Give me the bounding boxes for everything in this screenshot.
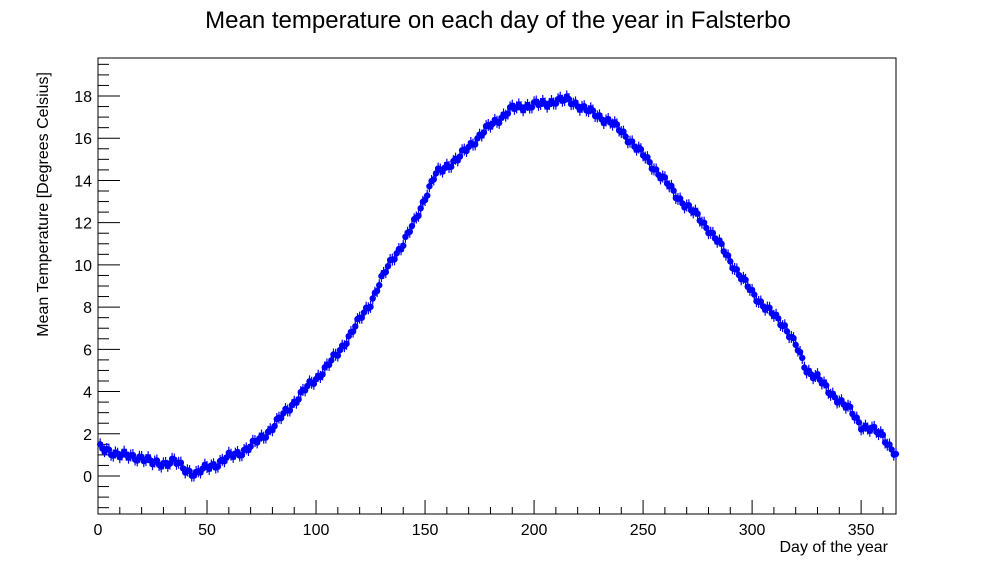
y-tick-label: 10 bbox=[74, 258, 92, 275]
y-tick-label: 12 bbox=[74, 216, 92, 233]
x-axis-label: Day of the year bbox=[780, 539, 889, 556]
data-point bbox=[424, 192, 431, 199]
y-tick-label: 6 bbox=[83, 342, 92, 359]
y-axis-label: Mean Temperature [Degrees Celsius] bbox=[35, 72, 52, 337]
data-point bbox=[718, 240, 725, 248]
x-tick-label: 300 bbox=[739, 522, 766, 539]
x-tick-label: 200 bbox=[521, 522, 548, 539]
y-tick-label: 0 bbox=[83, 469, 92, 486]
x-tick-label: 150 bbox=[412, 522, 439, 539]
data-point bbox=[376, 281, 383, 289]
x-tick-label: 100 bbox=[303, 522, 330, 539]
chart-title: Mean temperature on each day of the year… bbox=[205, 7, 791, 34]
y-tick-label: 8 bbox=[83, 300, 92, 317]
data-point bbox=[400, 242, 407, 249]
x-tick-label: 50 bbox=[198, 522, 216, 539]
data-point bbox=[879, 431, 887, 439]
y-tick-label: 18 bbox=[74, 89, 92, 106]
data-point bbox=[799, 354, 806, 362]
x-tick-label: 250 bbox=[630, 522, 657, 539]
data-point bbox=[367, 303, 374, 311]
data-points bbox=[96, 90, 900, 482]
y-axis: 0 2 4 6 8 10 12 14 16 18 bbox=[74, 63, 120, 509]
x-tick-label: 0 bbox=[94, 522, 103, 539]
y-tick-label: 2 bbox=[83, 427, 92, 444]
x-tick-label: 350 bbox=[848, 522, 875, 539]
x-axis: 0 50 100 150 200 250 300 350 bbox=[94, 500, 884, 539]
y-tick-label: 4 bbox=[83, 385, 92, 402]
y-tick-label: 16 bbox=[74, 131, 92, 148]
y-tick-label: 14 bbox=[74, 173, 92, 190]
data-point bbox=[892, 450, 900, 458]
